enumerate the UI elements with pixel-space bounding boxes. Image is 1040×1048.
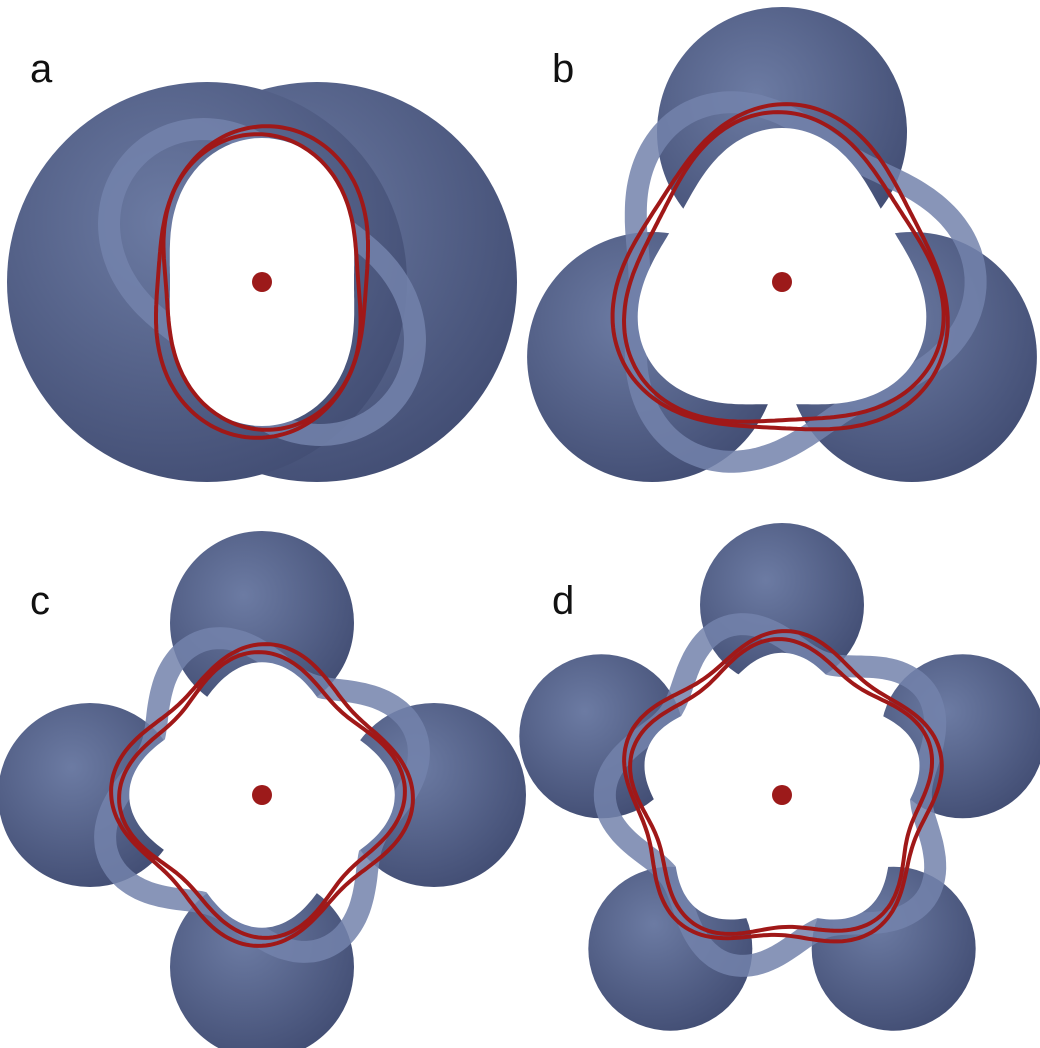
- panel-label: b: [552, 47, 574, 91]
- center-dot: [252, 785, 272, 805]
- center-dot: [772, 272, 792, 292]
- panel-label: c: [30, 579, 50, 623]
- panel-label: a: [30, 47, 53, 91]
- center-dot: [252, 272, 272, 292]
- figure: a b c d: [0, 0, 1040, 1048]
- panel-label: d: [552, 579, 574, 623]
- center-dot: [772, 785, 792, 805]
